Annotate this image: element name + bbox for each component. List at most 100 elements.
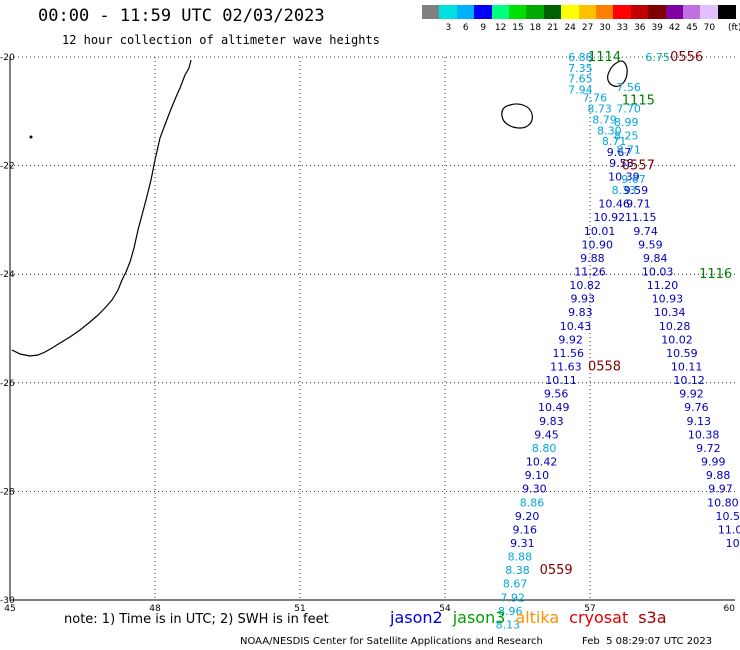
wave-height-value: 9.92 [679,388,704,401]
lat-label: -24 [0,270,15,280]
pass-time-label: 0556 [670,50,703,65]
wave-height-value: 10.39 [608,170,640,183]
wave-height-value: 8.25 [614,130,639,143]
lon-label: 60 [724,604,736,614]
scale-label: 30 [599,23,611,33]
wave-height-value: 11.63 [550,361,582,374]
scale-swatch [509,5,527,19]
wave-height-value: 9.72 [696,442,721,455]
wave-height-value: 10.92 [594,211,626,224]
wave-height-value: 8.71 [616,143,641,156]
legend-entry-s3a: s3a [638,608,667,627]
wave-height-value: 10.49 [538,401,570,414]
scale-label: 27 [581,23,594,33]
legend-entry-cryosat: cryosat [569,608,629,627]
wave-height-value: 9.31 [510,537,535,550]
pass-time-label: 0557 [622,159,655,174]
lat-label: -22 [0,162,15,172]
scale-label: 42 [668,23,681,33]
wave-height-value: 10.5 [716,510,740,523]
scale-swatch [630,5,649,19]
wave-height-value: 9.93 [571,293,596,306]
wave-height-value: 8.13 [496,618,521,631]
legend-entry-jason2: jason2 [390,608,443,627]
islet [29,135,33,139]
lon-label: 48 [149,604,161,614]
wave-height-value: 10.11 [545,374,577,387]
wave-height-value: 9.88 [580,252,605,265]
wave-height-value: 9.71 [626,198,651,211]
scale-swatch [439,5,458,19]
wave-height-value: 8.33 [612,184,637,197]
scale-swatch [456,5,475,19]
scale-swatch [648,5,667,19]
wave-height-value: 8.79 [592,113,617,126]
wave-height-value: 8.88 [508,551,533,564]
scale-swatch [491,5,510,19]
wave-height-value: 6.75 [645,51,670,64]
wave-height-value: 6.88 [568,51,593,64]
scale-label: 33 [616,23,629,33]
scale-label: 3 [445,23,452,33]
wave-height-value: 8.73 [587,103,612,116]
wave-height-value: 9.76 [684,401,709,414]
wave-height-value: 10.59 [666,347,698,360]
wave-height-value: 8.38 [505,564,530,577]
scale-swatch [474,5,493,19]
wave-height-value: 8.80 [532,442,557,455]
pass-time-label: 1114 [588,50,621,65]
track-a-observations: 6.887.357.657.947.768.738.798.308.719.67… [496,51,640,631]
footer-generated: Feb 5 08:29:07 UTC 2023 [582,636,713,647]
scale-swatch [665,5,684,19]
scale-swatch [717,5,736,19]
mauritius-island [607,60,628,87]
wave-height-value: 10 [726,537,740,550]
wave-height-value: 8.86 [520,496,545,509]
scale-swatch [700,5,719,19]
scale-label: 45 [686,23,698,33]
wave-height-value: 10.02 [661,333,693,346]
wave-height-value: 9.16 [513,523,538,536]
scale-label: 70 [703,23,716,33]
wave-height-value: 10.01 [584,225,616,238]
latitude-labels: -20 -22 -24 -26 -28 -30 [0,53,15,606]
wave-height-value: 10.42 [526,456,558,469]
wave-height-value: 10.82 [569,279,601,292]
scale-swatch [526,5,545,19]
lat-label: -30 [0,596,15,606]
wave-height-value: 10.34 [654,306,686,319]
wave-height-value: 8.96 [498,605,523,618]
wave-height-value: 10.90 [582,238,614,251]
scale-label: 9 [480,23,487,33]
wave-height-value: 8.30 [597,124,622,137]
wave-height-value: 9.58 [609,157,634,170]
lon-label: 57 [584,604,595,614]
scale-swatch [596,5,614,19]
coastline [11,59,628,357]
legend-entry-jason3: jason3 [452,608,506,627]
scale-label: 24 [564,23,576,33]
scale-label: 21 [547,23,559,33]
page-title: 00:00 - 11:59 UTC 02/03/2023 [38,6,325,26]
scale-label: 12 [494,23,507,33]
legend-entry-altika: altika [515,608,560,627]
wave-height-value: 9.30 [522,483,547,496]
wave-height-value: 9.83 [539,415,564,428]
scale-swatch [543,5,562,19]
wave-height-value: 9.59 [638,238,663,251]
pass-time-label: 0559 [540,563,573,578]
wave-height-value: 9.83 [568,306,593,319]
scale-swatch [422,5,440,19]
wave-height-value: 7.65 [568,73,593,86]
wave-height-value: 7.76 [583,92,608,105]
note-text: note: 1) Time is in UTC; 2) SWH is in fe… [64,612,329,627]
wave-height-value: 7.92 [500,591,525,604]
wave-height-value: 9.45 [534,428,559,441]
wave-height-value: 9.99 [701,456,726,469]
wave-height-value: 10.03 [642,265,674,278]
page-subtitle: 12 hour collection of altimeter wave hei… [62,33,380,47]
track-b-observations: 6.757.567.708.998.258.719.679.599.7111.1… [614,51,740,550]
pass-time-labels: 1114 0556 1115 0557 1116 0558 0559 [540,50,733,578]
lat-label: -28 [0,487,15,497]
